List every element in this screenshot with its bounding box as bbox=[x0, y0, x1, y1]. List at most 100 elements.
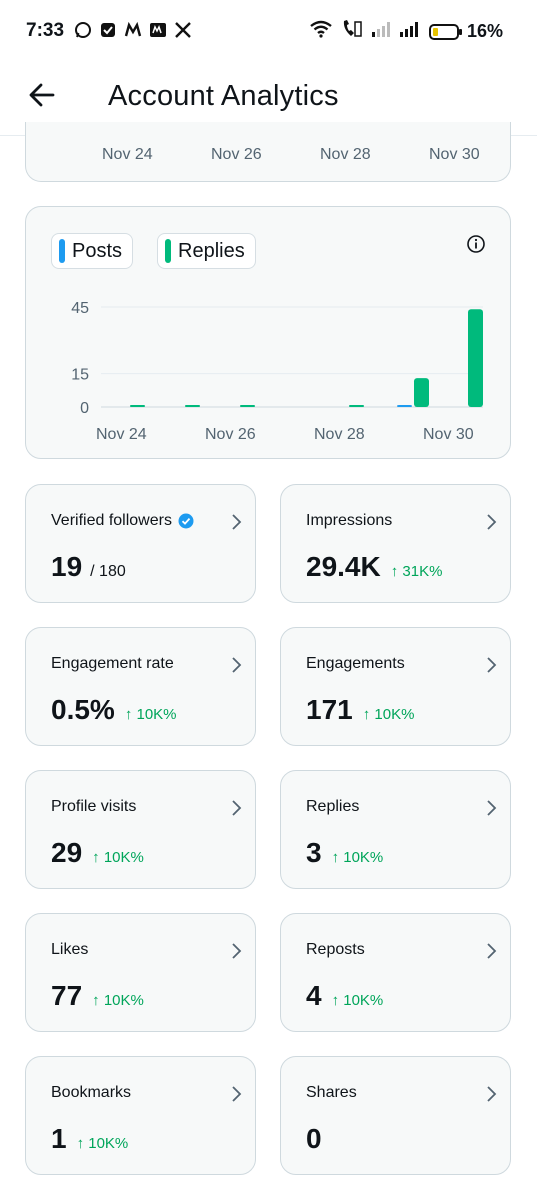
legend-posts-label: Posts bbox=[72, 239, 123, 262]
status-time: 7:33 bbox=[26, 20, 65, 41]
chevron-right-icon[interactable] bbox=[485, 942, 497, 960]
bar-replies bbox=[130, 405, 145, 407]
x-tick: Nov 30 bbox=[429, 146, 480, 163]
legend-replies-label: Replies bbox=[178, 239, 245, 262]
stat-delta: ↑ 10K% bbox=[362, 706, 415, 723]
stat-value-row: 29.4K ↑ 31K% bbox=[306, 551, 442, 583]
stat-card[interactable]: Bookmarks 1 ↑ 10K% bbox=[25, 1056, 256, 1175]
y-tick-label: 15 bbox=[71, 367, 89, 384]
bar-replies bbox=[185, 405, 200, 407]
stat-label: Engagement rate bbox=[51, 655, 174, 673]
stat-label: Engagements bbox=[306, 655, 405, 673]
stat-label: Replies bbox=[306, 798, 359, 816]
bar-replies bbox=[468, 309, 483, 407]
page-title: Account Analytics bbox=[108, 80, 339, 112]
chevron-right-icon[interactable] bbox=[485, 1085, 497, 1103]
y-tick-label: 45 bbox=[71, 300, 89, 317]
bar-replies bbox=[240, 405, 255, 407]
stat-value-row: 3 ↑ 10K% bbox=[306, 837, 383, 869]
stat-card[interactable]: Verified followers 19 / 180 bbox=[25, 484, 256, 603]
stat-value: 77 bbox=[51, 980, 83, 1011]
stat-card[interactable]: Likes 77 ↑ 10K% bbox=[25, 913, 256, 1032]
stat-label-text: Bookmarks bbox=[51, 1084, 132, 1101]
chevron-right-icon[interactable] bbox=[230, 513, 242, 531]
stat-delta: ↑ 31K% bbox=[390, 563, 443, 580]
stat-value-row: 1 ↑ 10K% bbox=[51, 1123, 128, 1155]
legend-posts-chip[interactable]: Posts bbox=[51, 233, 134, 269]
chevron-right-icon[interactable] bbox=[485, 513, 497, 531]
signal-icon bbox=[399, 20, 421, 43]
chevron-right-icon[interactable] bbox=[230, 942, 242, 960]
stat-card[interactable]: Reposts 4 ↑ 10K% bbox=[280, 913, 511, 1032]
stat-label-text: Impressions bbox=[306, 512, 393, 529]
back-arrow-icon[interactable] bbox=[27, 80, 57, 110]
x-app-icon bbox=[174, 21, 192, 39]
legend-replies-chip[interactable]: Replies bbox=[157, 233, 256, 269]
stat-label: Bookmarks bbox=[51, 1084, 131, 1102]
chevron-right-icon[interactable] bbox=[230, 656, 242, 674]
m-app-icon bbox=[124, 21, 142, 39]
stat-label: Profile visits bbox=[51, 798, 136, 816]
my-app-icon bbox=[149, 21, 167, 39]
stat-card[interactable]: Shares 0 bbox=[280, 1056, 511, 1175]
info-icon[interactable] bbox=[466, 234, 486, 254]
stat-card[interactable]: Replies 3 ↑ 10K% bbox=[280, 770, 511, 889]
system-icons: 16% bbox=[309, 19, 503, 44]
stat-label-text: Verified followers bbox=[51, 512, 172, 529]
stat-label: Shares bbox=[306, 1084, 357, 1102]
stat-value-row: 19 / 180 bbox=[51, 551, 126, 583]
chevron-right-icon[interactable] bbox=[230, 1085, 242, 1103]
x-tick: Nov 26 bbox=[211, 146, 262, 163]
stat-value-row: 0 bbox=[306, 1123, 322, 1155]
stat-delta: ↑ 10K% bbox=[331, 992, 384, 1009]
stat-card[interactable]: Profile visits 29 ↑ 10K% bbox=[25, 770, 256, 889]
bar-replies bbox=[414, 378, 429, 407]
notification-icons bbox=[74, 21, 192, 39]
tasks-icon bbox=[99, 21, 117, 39]
x-tick: Nov 28 bbox=[320, 146, 371, 163]
stat-value-row: 29 ↑ 10K% bbox=[51, 837, 144, 869]
y-tick-label: 0 bbox=[80, 400, 89, 417]
stat-value: 4 bbox=[306, 980, 322, 1011]
stat-delta: ↑ 10K% bbox=[124, 706, 177, 723]
replies-color-swatch bbox=[165, 239, 171, 263]
stat-label: Likes bbox=[51, 941, 88, 959]
stat-value-row: 0.5% ↑ 10K% bbox=[51, 694, 177, 726]
chevron-right-icon[interactable] bbox=[485, 656, 497, 674]
stat-card[interactable]: Engagements 171 ↑ 10K% bbox=[280, 627, 511, 746]
posts-replies-bar-chart: 0 15 45 Nov 24 Nov 26 Nov 28 Nov 30 bbox=[71, 300, 483, 443]
stat-label: Reposts bbox=[306, 941, 365, 959]
whatsapp-icon bbox=[74, 21, 92, 39]
battery-percent: 16% bbox=[466, 21, 503, 41]
posts-color-swatch bbox=[59, 239, 65, 263]
stat-label: Verified followers bbox=[51, 512, 194, 530]
bar-posts bbox=[397, 405, 412, 407]
x-tick-label: Nov 26 bbox=[205, 426, 256, 443]
stat-label: Impressions bbox=[306, 512, 392, 530]
stat-label-text: Shares bbox=[306, 1084, 357, 1101]
stat-delta: ↑ 10K% bbox=[92, 849, 144, 866]
chevron-right-icon[interactable] bbox=[230, 799, 242, 817]
stat-delta: ↑ 10K% bbox=[76, 1135, 129, 1152]
stat-label-text: Profile visits bbox=[51, 798, 137, 815]
stat-value: 29.4K bbox=[306, 551, 381, 582]
chevron-right-icon[interactable] bbox=[485, 799, 497, 817]
verified-badge-icon bbox=[178, 513, 194, 529]
stat-label-text: Engagements bbox=[306, 655, 405, 672]
bar-replies bbox=[349, 405, 364, 407]
battery-icon bbox=[428, 23, 462, 40]
stat-card[interactable]: Impressions 29.4K ↑ 31K% bbox=[280, 484, 511, 603]
stat-value: 171 bbox=[306, 694, 353, 725]
x-tick: Nov 24 bbox=[102, 146, 153, 163]
stat-total: / 180 bbox=[90, 563, 126, 580]
stat-value-row: 4 ↑ 10K% bbox=[306, 980, 383, 1012]
status-bar: 7:33 16% bbox=[0, 0, 537, 62]
x-tick-label: Nov 28 bbox=[314, 426, 365, 443]
x-tick-label: Nov 24 bbox=[96, 426, 147, 443]
stat-card[interactable]: Engagement rate 0.5% ↑ 10K% bbox=[25, 627, 256, 746]
signal-weak-icon bbox=[371, 20, 391, 43]
stat-value-row: 171 ↑ 10K% bbox=[306, 694, 414, 726]
stat-label-text: Replies bbox=[306, 798, 360, 815]
call-icon bbox=[341, 19, 363, 44]
stat-value: 19 bbox=[51, 551, 83, 582]
